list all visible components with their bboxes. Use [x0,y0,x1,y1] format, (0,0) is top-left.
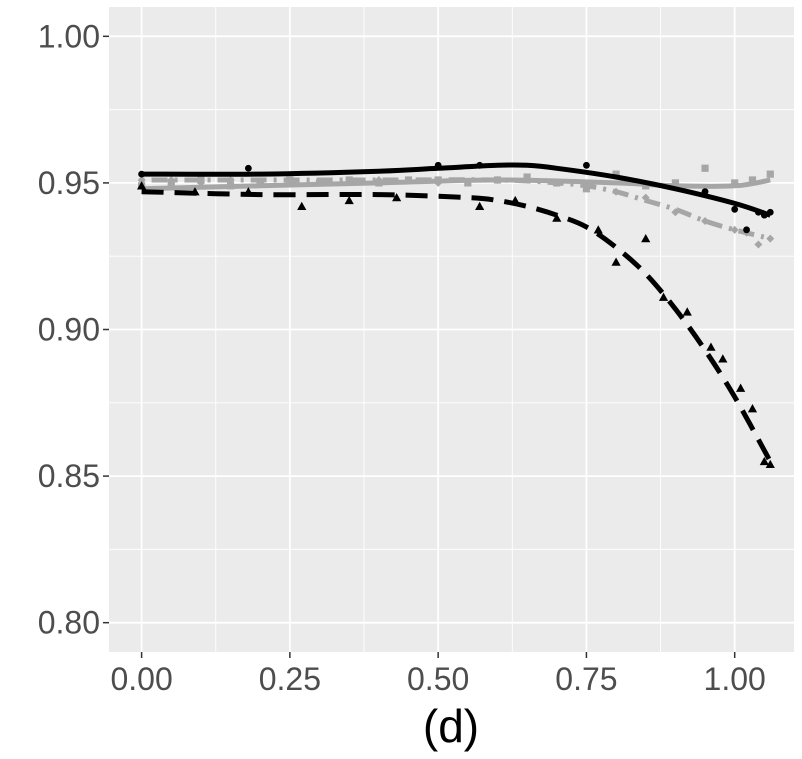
y-tick-label: 1.00 [38,18,100,54]
circle-point [731,205,739,213]
square-point [612,170,620,178]
square-point [582,185,591,193]
triangle-point [718,354,728,363]
series-gray-dotdash-diamonds [137,175,775,249]
square-point [731,179,739,187]
y-tick-label: 0.95 [38,165,100,201]
square-point [748,176,757,184]
triangle-point [747,404,758,413]
x-tick-label: 0.75 [555,661,617,697]
square-point [701,164,709,172]
square-point [464,179,472,187]
circle-point [743,226,750,234]
square-point [523,173,531,181]
triangle-point [593,225,603,234]
triangle-point [759,456,769,466]
square-point [345,176,353,184]
x-tick-label: 0.50 [407,661,469,697]
y-tick-label: 0.80 [38,605,100,641]
axis-tick-labels: 0.00 0.25 0.50 0.75 1.00 0.80 0.85 0.90 0.95 1.00 [38,18,766,697]
diamond-point [754,240,763,249]
square-point [766,170,774,178]
triangle-point [658,292,669,301]
triangle-point [475,201,485,211]
triangle-point [392,192,402,202]
x-tick-label: 0.25 [259,661,321,697]
series-layer [137,161,775,469]
y-tick-label: 0.90 [38,312,100,348]
triangle-point [344,195,354,205]
major-gridlines [109,7,794,652]
triangle-point [552,213,562,222]
series-line-black-dashed-triangles [141,189,773,463]
triangle-point [137,181,147,190]
series-black-dashed-triangles [137,181,775,469]
diamond-point [766,234,775,243]
square-point [671,179,679,187]
diamond-point [167,175,176,184]
diamond-point [374,175,383,184]
x-tick-label: 1.00 [704,661,766,697]
circle-point [583,161,590,169]
triangle-point [611,257,621,266]
triangle-point [641,234,651,243]
axis-ticks [103,35,736,658]
circle-point [244,164,252,172]
series-black-solid-circles [138,161,774,234]
triangle-point [682,307,692,316]
series-line-black-solid-circles [141,162,772,218]
x-axis-label: (d) [423,700,479,752]
triangle-point [765,459,775,469]
triangle-point [297,201,307,211]
x-tick-label: 0.00 [110,661,172,697]
diamond-point [730,225,739,234]
triangle-point [736,383,746,392]
triangle-point [706,342,716,351]
y-tick-label: 0.85 [38,458,100,494]
series-line-gray-dotdash-diamonds [141,177,771,242]
